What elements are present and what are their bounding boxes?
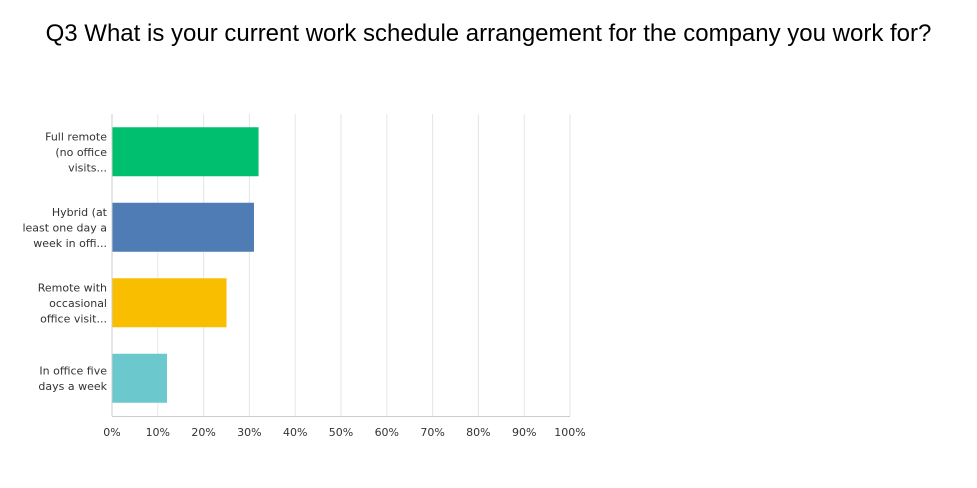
category-label: Full remote (no office visits... (45, 130, 107, 174)
x-tick-label: 100% (554, 426, 585, 439)
x-tick-label: 90% (512, 426, 536, 439)
bar[interactable] (112, 127, 259, 177)
x-tick-label: 40% (283, 426, 307, 439)
x-axis-ticks: 0% 10% 20% 30% 40% 50% 60% 70% 80% 90% 100% (103, 426, 585, 439)
x-tick-label: 60% (375, 426, 399, 439)
x-tick-label: 50% (329, 426, 353, 439)
category-label: Hybrid (at least one day a week in offi... (22, 206, 107, 250)
category-label: In office five days a week (38, 365, 107, 394)
x-tick-label: 70% (420, 426, 444, 439)
x-tick-label: 30% (237, 426, 261, 439)
x-tick-label: 10% (146, 426, 170, 439)
bar[interactable] (112, 202, 254, 252)
x-tick-label: 20% (191, 426, 215, 439)
x-tick-label: 0% (103, 426, 120, 439)
chart-title: Q3 What is your current work schedule ar… (45, 20, 932, 47)
bars (112, 127, 259, 403)
category-labels: Full remote (no office visits... Hybrid (at… (22, 130, 107, 393)
x-tick-label: 80% (466, 426, 490, 439)
category-label: Remote with occasional office visit... (38, 281, 107, 325)
bar[interactable] (112, 278, 227, 328)
bar[interactable] (112, 353, 167, 403)
